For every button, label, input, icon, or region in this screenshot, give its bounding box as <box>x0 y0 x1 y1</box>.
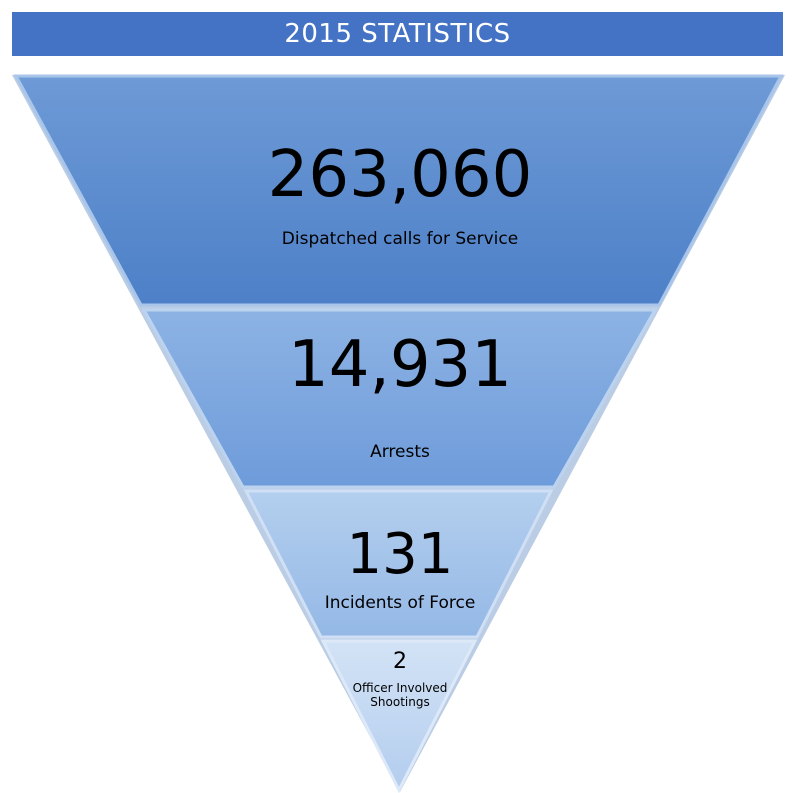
funnel-level-4 <box>320 639 478 793</box>
level-1-value: 263,060 <box>267 138 533 212</box>
level-2-value: 14,931 <box>288 328 512 402</box>
funnel-level-1 <box>13 74 784 307</box>
level-3-label: Incidents of Force <box>324 593 476 613</box>
page-title: 2015 STATISTICS <box>284 19 511 49</box>
level-1-label: Dispatched calls for Service <box>281 229 519 249</box>
level-3-value: 131 <box>346 522 454 587</box>
level-2-label: Arrests <box>370 442 430 462</box>
funnel-level-3 <box>243 489 554 639</box>
level-4-value: 2 <box>393 649 407 674</box>
level-4-label: Officer Involved Shootings <box>352 681 448 710</box>
title-bar: 2015 STATISTICS <box>12 12 783 56</box>
funnel-level-2 <box>141 308 658 489</box>
